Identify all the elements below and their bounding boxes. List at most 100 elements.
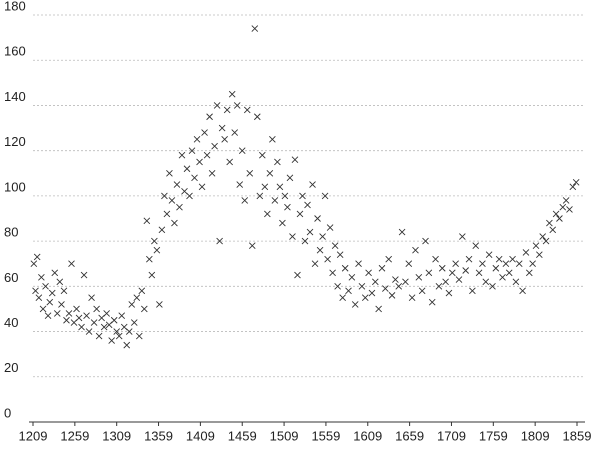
- point: [286, 174, 294, 182]
- point: [75, 314, 83, 322]
- point: [223, 106, 231, 114]
- point: [549, 226, 557, 234]
- point: [311, 260, 319, 268]
- y-tick-label: 60: [4, 270, 18, 285]
- point: [258, 151, 266, 159]
- point: [206, 113, 213, 121]
- point: [88, 294, 95, 301]
- x-tick-label: 1609: [353, 428, 382, 443]
- point: [345, 287, 352, 295]
- point: [158, 226, 166, 234]
- point: [296, 210, 304, 218]
- point: [294, 271, 301, 279]
- point: [412, 246, 419, 254]
- x-tick-label: 1259: [60, 428, 89, 443]
- point: [228, 90, 236, 98]
- point: [572, 179, 580, 186]
- x-tick-label: 1809: [521, 428, 550, 443]
- x-tick-label: 1759: [479, 428, 508, 443]
- point: [73, 305, 80, 313]
- point: [465, 255, 473, 263]
- point: [495, 255, 503, 263]
- point: [208, 169, 216, 177]
- point: [358, 283, 366, 290]
- point: [351, 301, 359, 308]
- point: [30, 260, 38, 268]
- point: [536, 251, 543, 258]
- point: [375, 305, 382, 313]
- point: [539, 233, 547, 240]
- y-tick-label: 160: [4, 44, 26, 59]
- point: [306, 228, 314, 236]
- point: [291, 156, 299, 164]
- point: [253, 113, 261, 121]
- point: [256, 192, 264, 200]
- point: [63, 316, 70, 324]
- point: [198, 183, 206, 191]
- point: [415, 273, 423, 281]
- point: [408, 294, 416, 301]
- point: [519, 287, 526, 295]
- point: [90, 319, 98, 326]
- point: [221, 136, 228, 143]
- y-tick-label: 20: [4, 360, 18, 375]
- point: [455, 276, 463, 283]
- point: [65, 310, 73, 317]
- point: [161, 192, 168, 200]
- point: [78, 323, 85, 331]
- point: [196, 158, 203, 166]
- point: [188, 147, 196, 154]
- point: [143, 217, 151, 225]
- point: [566, 206, 573, 213]
- point: [46, 298, 54, 306]
- point: [168, 197, 176, 204]
- point: [186, 192, 193, 200]
- point: [42, 283, 49, 290]
- point: [301, 237, 309, 245]
- point: [246, 169, 254, 177]
- point: [33, 253, 41, 261]
- point: [153, 246, 161, 254]
- point: [425, 269, 433, 277]
- point: [485, 251, 493, 258]
- point: [178, 151, 186, 159]
- point: [502, 260, 510, 268]
- point: [166, 169, 173, 177]
- point: [492, 264, 500, 272]
- point: [525, 269, 533, 277]
- point: [203, 151, 211, 159]
- y-tick-label: 40: [4, 315, 18, 330]
- point: [448, 269, 456, 277]
- point: [276, 183, 284, 191]
- point: [459, 233, 466, 240]
- point: [418, 287, 426, 295]
- point: [438, 264, 446, 272]
- point: [133, 294, 141, 301]
- point: [271, 197, 279, 204]
- point: [569, 183, 577, 191]
- y-tick-label: 0: [4, 405, 11, 420]
- point: [125, 328, 133, 335]
- point: [321, 192, 329, 200]
- x-tick-label: 1659: [395, 428, 424, 443]
- point: [452, 260, 459, 268]
- point: [266, 169, 274, 177]
- point: [522, 249, 530, 256]
- point: [556, 215, 563, 222]
- point: [248, 242, 256, 249]
- point: [233, 102, 241, 109]
- y-tick-label: 140: [4, 89, 26, 104]
- x-tick-label: 1359: [144, 428, 173, 443]
- point: [336, 251, 344, 258]
- point: [103, 310, 110, 317]
- point: [48, 289, 56, 297]
- point: [435, 283, 443, 290]
- point: [269, 136, 276, 143]
- point: [378, 264, 386, 272]
- point: [368, 289, 376, 297]
- y-tick-label: 120: [4, 134, 26, 149]
- x-tick-label: 1209: [19, 428, 48, 443]
- point: [281, 192, 289, 200]
